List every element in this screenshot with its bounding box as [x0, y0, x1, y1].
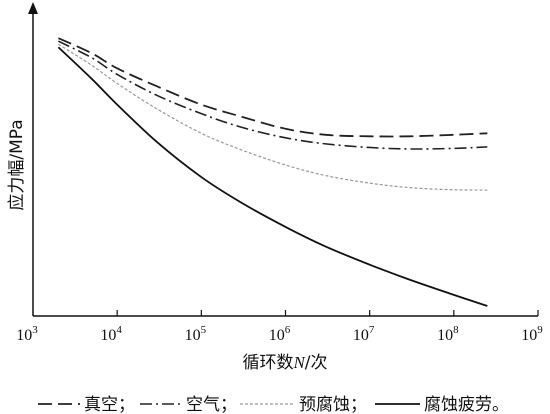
y-axis-label: 应力幅/MPa [7, 119, 27, 210]
series-line-air [57, 40, 488, 150]
x-tick-label: 106 [269, 324, 291, 344]
legend: 真空； 空气； 预腐蚀； 腐蚀疲劳。 [38, 395, 509, 414]
x-axis-label-prefix: 循环数 [242, 353, 293, 373]
y-axis-arrow-icon [28, 2, 38, 14]
x-tick-group: 103 104 105 106 107 108 109 [16, 310, 543, 344]
legend-label-vacuum: 真空； [84, 395, 135, 414]
x-tick-label: 103 [16, 324, 38, 344]
x-tick-label: 105 [185, 324, 207, 344]
series-line-vacuum [57, 37, 488, 138]
x-tick-label: 104 [100, 324, 122, 344]
x-axis-label-suffix: /次 [305, 353, 328, 373]
legend-label-corrosion-fatigue: 腐蚀疲劳。 [424, 395, 509, 414]
x-tick-label: 107 [353, 324, 375, 344]
series-line-precorrosion [58, 43, 488, 191]
x-tick-label: 109 [521, 324, 543, 344]
legend-label-precorrosion: 预腐蚀； [299, 395, 367, 414]
series-group [57, 37, 488, 307]
series-line-corrosion-fatigue [57, 46, 488, 307]
x-axis-label-variable: N [292, 353, 306, 372]
legend-label-air: 空气； [186, 395, 237, 414]
x-axis-label: 循环数N/次 [242, 353, 327, 373]
x-tick-label: 108 [437, 324, 459, 344]
